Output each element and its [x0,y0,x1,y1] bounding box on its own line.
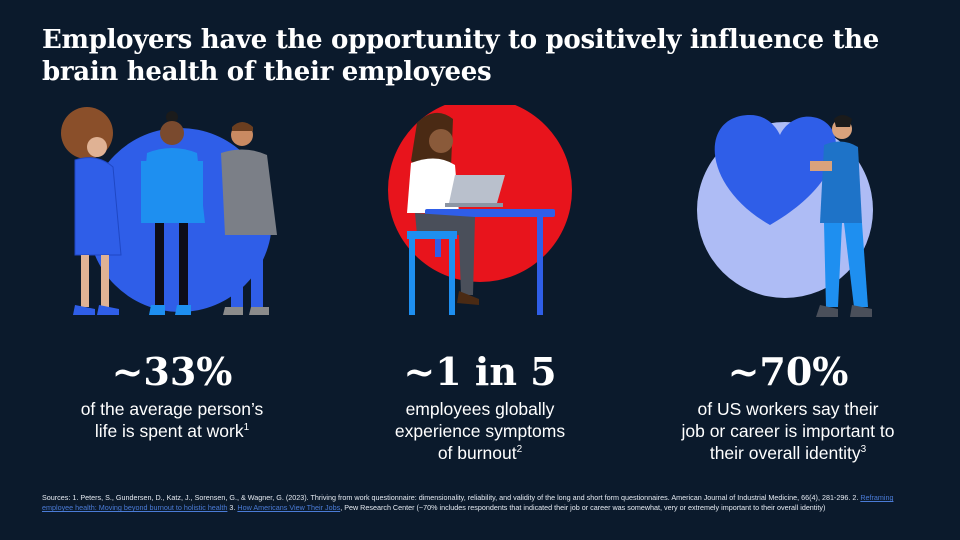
sources-text: Sources: 1. Peters, S., Gundersen, D., K… [42,493,861,502]
source-link-burnout[interactable]: Reframing employee health: Moving beyond… [42,493,894,512]
source-link-pew[interactable]: How Americans View Their Jobs [237,503,341,512]
stat-line: of the average person’s [80,399,264,419]
footnote-ref: 2 [516,444,523,456]
stat-line: employees globally [405,399,555,419]
stat-description: of US workers say their job or career is… [638,398,938,464]
stat-description: employees globally experience symptoms o… [330,398,630,464]
stat-description: of the average person’s life is spent at… [22,398,322,442]
burnout-laptop-illustration [355,105,615,325]
stat-column-identity: ~70% of US workers say their job or care… [638,350,938,464]
sources-text: 3. [227,503,238,512]
stat-line: job or career is important to [681,421,895,441]
page-title: Employers have the opportunity to positi… [42,25,880,87]
stat-line: experience symptoms [394,421,566,441]
stat-line: life is spent at work [94,421,244,441]
sources-text: , Pew Research Center (~70% includes res… [340,503,826,512]
heart-icon [714,115,836,225]
footnote-ref: 1 [243,422,250,434]
footnote-ref: 3 [860,444,867,456]
stat-value: ~70% [727,349,849,394]
stat-value: ~33% [111,349,233,394]
stat-column-work-time: ~33% of the average person’s life is spe… [22,350,322,442]
stat-value: ~1 in 5 [403,349,557,394]
coworkers-illustration [55,105,315,325]
stat-line: of US workers say their [697,399,879,419]
sources-footnote: Sources: 1. Peters, S., Gundersen, D., K… [42,493,922,513]
stat-column-burnout: ~1 in 5 employees globally experience sy… [330,350,630,464]
stat-line: their overall identity [709,443,861,463]
stat-line: of burnout [437,443,517,463]
heart-identity-illustration [690,105,950,325]
